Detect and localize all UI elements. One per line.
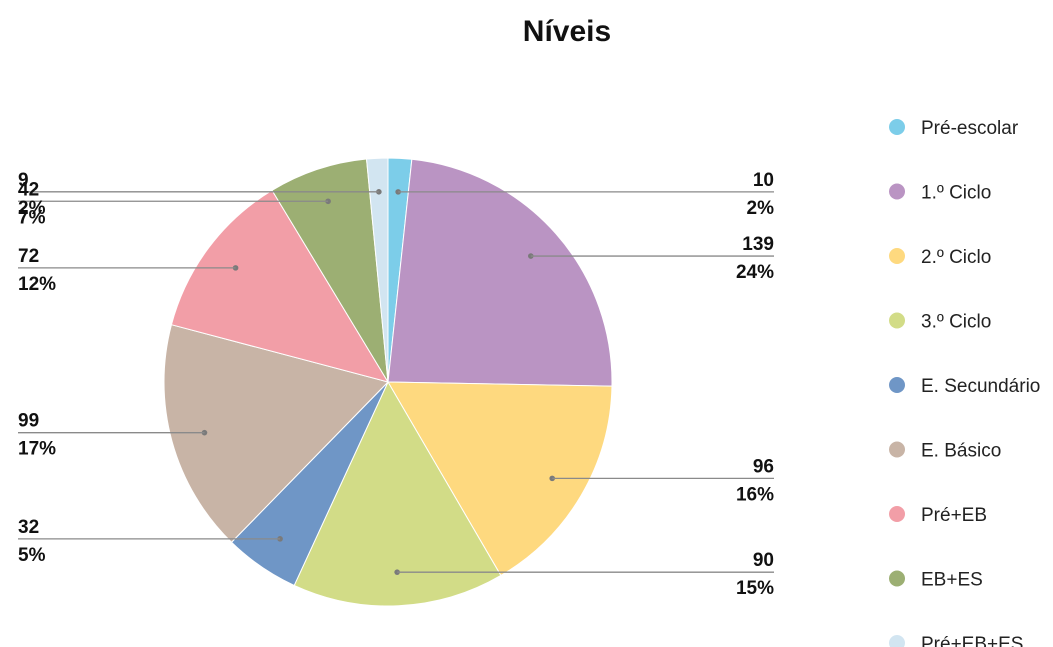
slice-percent-label-2-ciclo: 16% [736,484,774,505]
slice-value-label-pre-escolar: 10 [753,170,774,191]
slice-percent-label-1-ciclo: 24% [736,262,774,283]
slice-percent-label-pre-escolar: 2% [747,198,775,219]
slice-value-label-1-ciclo: 139 [742,234,774,255]
legend-label-pre-eb-es: Pré+EB+ES [921,634,1023,647]
slice-value-label-2-ciclo: 96 [753,456,774,477]
slice-percent-label-e-secundario: 5% [18,545,46,566]
legend-label-pre-escolar: Pré-escolar [921,118,1019,139]
slice-value-label-e-secundario: 32 [18,517,39,538]
legend-marker-2-ciclo [889,248,905,264]
legend-marker-3-ciclo [889,312,905,329]
slice-percent-label-eb-es: 7% [18,207,46,228]
pie-slice-1-ciclo [387,158,613,387]
slice-percent-label-pre-eb-es: 2% [18,198,46,219]
legend-item-1-ciclo: 1.º Ciclo [889,183,991,204]
legend-label-e-secundario: E. Secundário [921,376,1040,397]
pie-slice-e-basico [163,324,389,543]
pie-slice-3-ciclo [293,380,502,607]
leader-dot-eb-es [325,198,331,205]
slice-value-label-eb-es: 42 [18,179,39,200]
legend-label-2-ciclo: 2.º Ciclo [921,247,991,268]
legend-marker-eb-es [889,570,905,587]
chart-legend: Pré-escolar 1.º Ciclo 2.º Ciclo 3.º Ciclo E.… [889,118,1040,647]
legend-marker-e-secundario [889,377,905,393]
pie-slices [163,157,613,607]
legend-item-eb-es: EB+ES [889,570,983,591]
pie-slice-pre-eb-es [365,157,389,383]
legend-label-1-ciclo: 1.º Ciclo [921,183,991,204]
legend-item-e-basico: E. Básico [889,441,1001,462]
legend-marker-pre-eb-es [889,635,905,647]
slice-value-label-e-basico: 99 [18,411,39,432]
legend-item-pre-eb-es: Pré+EB+ES [889,634,1023,647]
legend-label-e-basico: E. Básico [921,441,1001,462]
slice-leader-lines [18,189,774,575]
legend-label-pre-eb: Pré+EB [921,505,987,526]
chart-title: Níveis [523,15,611,48]
slice-value-label-pre-eb: 72 [18,246,39,267]
slice-percent-label-pre-eb: 12% [18,274,56,295]
legend-marker-e-basico [889,441,905,458]
legend-item-2-ciclo: 2.º Ciclo [889,247,991,268]
legend-marker-pre-eb [889,506,905,522]
legend-item-pre-escolar: Pré-escolar [889,118,1019,139]
slice-value-label-pre-eb-es: 9 [18,170,29,191]
pie-slice-2-ciclo [387,381,613,577]
legend-marker-1-ciclo [889,183,905,200]
legend-label-3-ciclo: 3.º Ciclo [921,312,991,333]
slice-percent-label-e-basico: 17% [18,439,56,460]
legend-item-pre-eb: Pré+EB [889,505,987,526]
legend-item-e-secundario: E. Secundário [889,376,1040,397]
legend-label-eb-es: EB+ES [921,570,983,591]
pie-slice-eb-es [271,158,389,383]
legend-marker-pre-escolar [889,119,905,135]
slice-value-label-3-ciclo: 90 [753,550,774,571]
legend-item-3-ciclo: 3.º Ciclo [889,312,991,333]
pie-slice-pre-eb [170,189,390,383]
slice-data-labels: 10 2% 139 24% 96 16% 90 15% 32 5% 99 17% 72 12% 42 7% 9 2… [18,170,774,599]
slice-percent-label-3-ciclo: 15% [736,578,774,599]
